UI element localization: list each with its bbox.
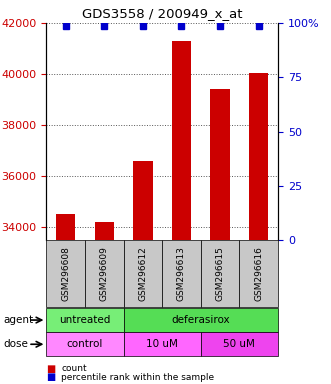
Text: GSM296608: GSM296608 [61,246,70,301]
Text: GSM296609: GSM296609 [100,246,109,301]
Text: dose: dose [3,339,28,349]
Bar [46,240,85,307]
Bar [46,332,123,356]
Bar [201,240,239,307]
Text: ■: ■ [46,372,56,382]
Bar [46,308,123,332]
Text: percentile rank within the sample: percentile rank within the sample [61,372,214,382]
Text: control: control [67,339,103,349]
Bar [123,240,162,307]
Bar [133,161,153,384]
Bar [162,240,201,307]
Text: GSM296613: GSM296613 [177,246,186,301]
Bar [85,240,123,307]
Bar [56,215,75,384]
Text: GSM296612: GSM296612 [138,246,147,301]
Title: GDS3558 / 200949_x_at: GDS3558 / 200949_x_at [82,7,242,20]
Bar [123,332,201,356]
Text: GSM296616: GSM296616 [254,246,263,301]
Bar [172,41,191,384]
Text: agent: agent [3,315,33,325]
Text: 10 uM: 10 uM [146,339,178,349]
Bar [239,240,278,307]
Bar [123,308,278,332]
Bar [249,73,268,384]
Bar [201,332,278,356]
Text: ■: ■ [46,364,56,374]
Text: untreated: untreated [59,315,111,325]
Text: deferasirox: deferasirox [171,315,230,325]
Text: 50 uM: 50 uM [223,339,255,349]
Text: GSM296615: GSM296615 [215,246,225,301]
Bar [211,89,230,384]
Text: count: count [61,364,87,373]
Bar [95,222,114,384]
